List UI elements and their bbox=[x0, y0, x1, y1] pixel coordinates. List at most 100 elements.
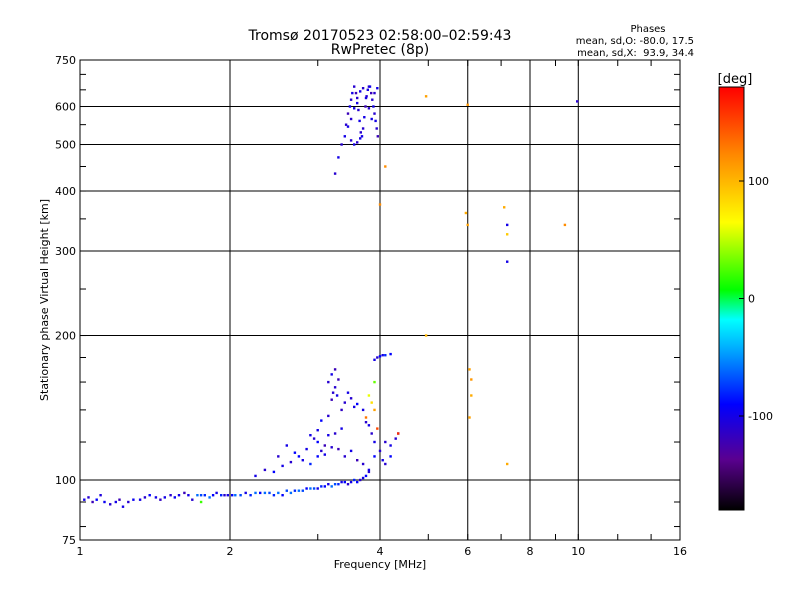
data-point bbox=[289, 491, 293, 495]
data-point bbox=[365, 95, 368, 98]
data-point bbox=[215, 491, 218, 495]
data-point bbox=[309, 434, 312, 437]
data-point bbox=[364, 416, 368, 419]
data-point bbox=[373, 408, 376, 412]
data-point bbox=[344, 123, 348, 126]
data-point bbox=[356, 459, 359, 462]
data-point bbox=[83, 498, 86, 501]
data-point bbox=[384, 354, 387, 357]
data-point bbox=[349, 117, 353, 121]
data-point bbox=[312, 487, 316, 490]
data-point bbox=[226, 494, 229, 497]
data-point bbox=[384, 462, 387, 466]
data-point bbox=[330, 373, 333, 376]
data-point bbox=[343, 401, 346, 404]
data-point bbox=[220, 494, 223, 497]
data-point bbox=[353, 85, 356, 88]
data-point bbox=[349, 480, 353, 484]
data-point bbox=[169, 494, 172, 497]
data-point bbox=[356, 402, 359, 406]
data-point bbox=[361, 127, 365, 130]
data-point bbox=[99, 494, 102, 497]
data-point bbox=[301, 459, 304, 462]
data-point bbox=[353, 143, 356, 146]
data-point bbox=[335, 394, 339, 397]
data-point bbox=[138, 498, 142, 501]
data-point bbox=[340, 480, 343, 484]
data-point bbox=[373, 112, 376, 115]
data-point bbox=[121, 505, 125, 508]
data-point bbox=[333, 386, 337, 389]
data-point bbox=[468, 368, 471, 371]
data-point bbox=[346, 112, 350, 115]
data-point bbox=[349, 139, 353, 142]
grid bbox=[80, 60, 680, 540]
data-point bbox=[346, 125, 350, 128]
data-point bbox=[381, 459, 384, 462]
data-point bbox=[371, 98, 374, 101]
data-point bbox=[364, 105, 367, 108]
data-point bbox=[356, 96, 359, 100]
data-point bbox=[343, 480, 346, 484]
stats-o-line: mean, sd,O: -80.0, 17.5 bbox=[576, 36, 694, 47]
y-tick-label: 600 bbox=[55, 101, 76, 114]
data-point bbox=[91, 500, 94, 504]
data-point bbox=[330, 485, 333, 488]
data-point bbox=[364, 96, 368, 100]
data-point bbox=[127, 500, 130, 504]
data-point bbox=[191, 498, 194, 501]
data-point bbox=[376, 135, 379, 138]
data-point bbox=[114, 500, 117, 504]
data-point bbox=[368, 85, 372, 88]
plot-frame bbox=[79, 59, 681, 541]
data-point bbox=[316, 487, 319, 490]
x-tick-label: 2 bbox=[227, 545, 234, 558]
data-point bbox=[173, 496, 176, 499]
data-point bbox=[466, 223, 469, 227]
data-point bbox=[470, 378, 473, 381]
data-point bbox=[259, 491, 262, 495]
data-point bbox=[285, 444, 288, 447]
data-point bbox=[563, 223, 567, 227]
data-point bbox=[337, 447, 340, 451]
data-point bbox=[333, 172, 337, 175]
y-tick-label: 100 bbox=[55, 474, 76, 487]
data-point bbox=[348, 105, 352, 108]
colorbar-tick-label: -100 bbox=[748, 410, 773, 423]
data-point bbox=[506, 233, 509, 236]
y-tick-label: 400 bbox=[55, 185, 76, 198]
x-tick-label: 6 bbox=[464, 545, 471, 558]
data-point bbox=[312, 437, 316, 440]
data-point bbox=[297, 489, 301, 492]
data-point bbox=[244, 491, 247, 495]
y-tick-label: 200 bbox=[55, 330, 76, 343]
data-point bbox=[203, 494, 206, 497]
data-point bbox=[103, 500, 106, 504]
data-point bbox=[370, 401, 373, 404]
x-axis-label: Frequency [MHz] bbox=[334, 558, 426, 571]
data-point bbox=[381, 354, 384, 357]
data-point bbox=[330, 446, 333, 449]
data-point bbox=[323, 485, 326, 488]
data-point bbox=[239, 494, 242, 497]
data-point bbox=[361, 87, 365, 90]
data-point bbox=[397, 432, 400, 435]
y-tick-label: 300 bbox=[55, 245, 76, 258]
data-point bbox=[363, 116, 366, 119]
data-point bbox=[376, 427, 379, 430]
data-point bbox=[293, 451, 297, 454]
data-point bbox=[346, 391, 350, 394]
data-point bbox=[372, 105, 375, 108]
data-point bbox=[354, 91, 358, 95]
data-point bbox=[323, 444, 326, 447]
data-point bbox=[309, 462, 312, 466]
data-point bbox=[376, 87, 379, 90]
data-point bbox=[234, 494, 237, 497]
data-point bbox=[148, 494, 151, 497]
colorbar-ticks: 100 0 -100 bbox=[739, 175, 773, 423]
data-point bbox=[367, 470, 371, 474]
data-point bbox=[346, 483, 350, 486]
data-point bbox=[356, 101, 359, 105]
data-point bbox=[389, 352, 392, 356]
data-point bbox=[320, 485, 323, 488]
